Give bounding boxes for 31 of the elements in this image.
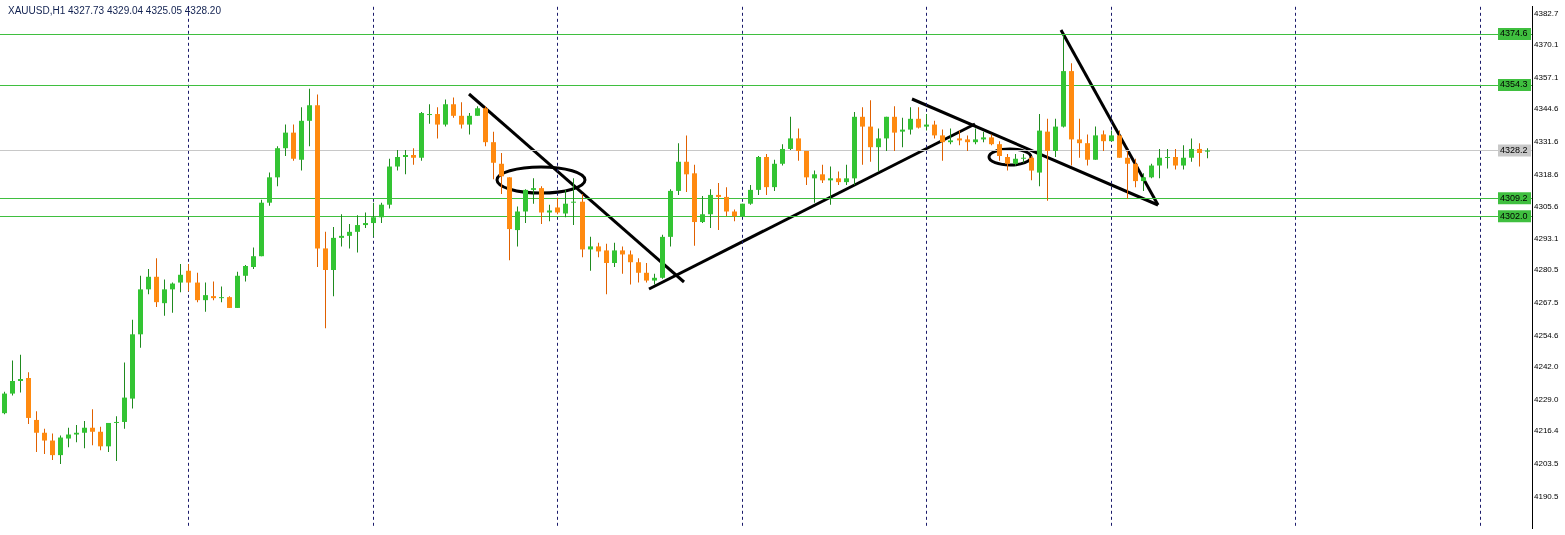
candlestick [716,183,721,231]
candlestick [427,104,432,124]
y-tick-label: 4318.6 [1534,169,1560,179]
candlestick [588,236,593,271]
y-tick-label: 4357.1 [1534,73,1560,83]
y-tick-label: 4242.0 [1534,362,1560,372]
ref-line-label: 4374.6 [1500,28,1528,39]
candlestick [403,149,408,175]
y-tick-label: 4305.6 [1534,202,1560,212]
y-tick-label: 4254.6 [1534,330,1560,340]
candlestick [1165,148,1170,169]
ref-line-label: 4328.2 [1500,144,1528,155]
y-tick-label: 4216.4 [1534,426,1560,436]
candlestick [1077,118,1082,158]
candlestick [900,117,905,148]
chart-title: XAUUSD,H1 4327.73 4329.04 4325.05 4328.20 [8,5,221,16]
y-tick-label: 4382.7 [1534,8,1560,18]
y-tick-label: 4370.1 [1534,40,1560,50]
ref-line-label: 4309.2 [1500,192,1528,203]
ref-line-label: 4302.0 [1500,210,1528,221]
y-tick-label: 4293.1 [1534,233,1560,243]
y-tick-label: 4344.6 [1534,104,1560,114]
candlestick [114,416,119,461]
y-tick-label: 4280.5 [1534,265,1560,275]
y-tick-label: 4203.5 [1534,458,1560,468]
y-tick-label: 4331.6 [1534,137,1560,147]
y-tick-label: 4190.5 [1534,491,1560,501]
candlestick [18,354,23,393]
y-tick-label: 4229.0 [1534,394,1560,404]
y-tick-label: 4267.5 [1534,298,1560,308]
ref-line-label: 4354.3 [1500,79,1528,90]
